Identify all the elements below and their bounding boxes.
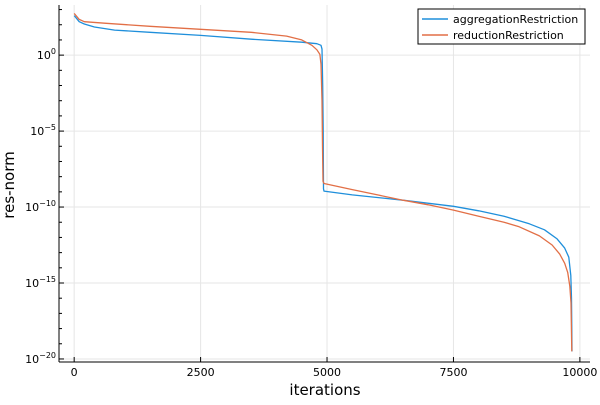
- axes: 0 2500 5000 7500 10000 100 10−5 10−10 10−15 10−20: [25, 5, 597, 379]
- y-axis-label: res-norm: [0, 151, 18, 219]
- x-tick-label: 5000: [313, 366, 341, 379]
- y-tick-label: 10−5: [30, 123, 56, 138]
- x-tick-label: 10000: [562, 366, 597, 379]
- series-lines: [73, 12, 573, 352]
- y-tick-label: 10−15: [25, 275, 56, 290]
- y-tick-label: 10−10: [25, 199, 56, 214]
- x-tick-label: 7500: [439, 366, 467, 379]
- legend-label: reductionRestriction: [453, 29, 564, 42]
- legend-box: [417, 8, 586, 45]
- y-tick-label: 10−20: [25, 351, 56, 366]
- legend-label: aggregationRestriction: [453, 13, 578, 26]
- x-tick-label: 2500: [187, 366, 215, 379]
- series-line-aggregationRestriction: [73, 15, 573, 352]
- x-axis-label: iterations: [289, 381, 360, 399]
- legend: aggregationRestriction reductionRestricti…: [417, 8, 586, 45]
- y-tick-label: 100: [37, 47, 56, 62]
- grid: [59, 5, 590, 362]
- x-tick-label: 0: [71, 366, 78, 379]
- series-line-reductionRestriction: [73, 12, 573, 352]
